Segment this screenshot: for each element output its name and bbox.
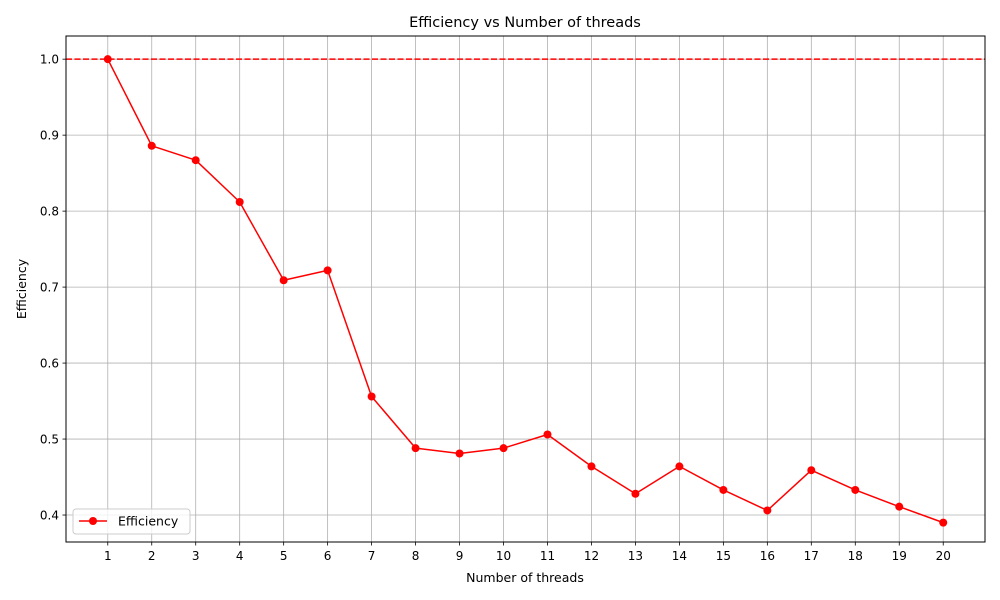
x-tick-label: 11: [540, 549, 555, 563]
y-tick-label: 0.6: [40, 356, 59, 370]
series-line-efficiency: [107, 58, 944, 524]
legend-entry-efficiency: Efficiency: [118, 514, 179, 529]
x-tick-label: 2: [148, 549, 156, 563]
x-tick-label: 3: [192, 549, 200, 563]
grid-lines: [66, 36, 985, 542]
data-point: [895, 502, 904, 511]
data-point: [323, 266, 332, 275]
x-tick-label: 20: [936, 549, 951, 563]
x-tick-label: 7: [368, 549, 376, 563]
x-tick-label: 12: [584, 549, 599, 563]
x-axis: 1 2 3 4 5 6 7 8 9 10 11 12 13 14 15 16 17 18 19 20: [104, 542, 951, 563]
x-tick-label: 17: [804, 549, 819, 563]
data-point: [631, 489, 640, 498]
legend-marker-swatch: [89, 517, 97, 525]
x-tick-label: 10: [496, 549, 511, 563]
data-point: [719, 485, 728, 494]
data-point: [455, 449, 464, 458]
plot-frame: [65, 35, 986, 543]
data-point: [103, 55, 112, 64]
x-tick-label: 5: [280, 549, 288, 563]
legend: Efficiency: [72, 508, 191, 535]
chart-title: Efficiency vs Number of threads: [409, 15, 641, 31]
y-axis-title: Efficiency: [14, 258, 29, 319]
x-tick-label: 1: [104, 549, 112, 563]
data-point: [587, 462, 596, 471]
x-tick-label: 6: [324, 549, 332, 563]
data-point: [367, 392, 376, 401]
data-point: [851, 485, 860, 494]
x-tick-label: 9: [456, 549, 464, 563]
data-point: [147, 141, 156, 150]
data-point: [235, 198, 244, 207]
x-tick-label: 8: [412, 549, 420, 563]
data-point: [763, 506, 772, 515]
data-point: [411, 444, 420, 453]
y-tick-label: 0.8: [40, 204, 59, 218]
y-tick-label: 0.7: [40, 280, 59, 294]
x-tick-label: 14: [672, 549, 687, 563]
x-tick-label: 13: [628, 549, 643, 563]
x-axis-title: Number of threads: [466, 570, 584, 585]
y-axis: 0.4 0.5 0.6 0.7 0.8 0.9 1.0: [40, 52, 66, 522]
y-tick-label: 1.0: [40, 52, 59, 66]
data-point: [939, 518, 948, 527]
x-tick-label: 16: [760, 549, 775, 563]
data-point: [543, 430, 552, 439]
y-tick-label: 0.4: [40, 508, 59, 522]
series-group: [103, 55, 948, 527]
x-tick-label: 15: [716, 549, 731, 563]
data-point: [279, 276, 288, 285]
data-point: [499, 444, 508, 453]
x-tick-label: 4: [236, 549, 244, 563]
data-point: [191, 156, 200, 165]
y-tick-label: 0.5: [40, 432, 59, 446]
legend-box: [72, 508, 191, 535]
x-tick-label: 18: [848, 549, 863, 563]
x-tick-label: 19: [892, 549, 907, 563]
data-point: [807, 466, 816, 475]
y-tick-label: 0.9: [40, 128, 59, 142]
data-point: [675, 462, 684, 471]
